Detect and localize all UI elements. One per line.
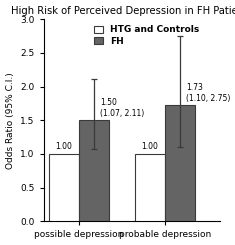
Text: 1.50
(1.07, 2.11): 1.50 (1.07, 2.11) [100, 98, 144, 118]
Text: 1.00: 1.00 [141, 142, 158, 151]
Text: 1.00: 1.00 [55, 142, 72, 151]
Bar [49, 154, 79, 221]
Text: 1.73
(1.10, 2.75): 1.73 (1.10, 2.75) [186, 83, 231, 103]
Bar [165, 105, 195, 221]
Title: High Risk of Perceived Depression in FH Patients: High Risk of Perceived Depression in FH … [11, 6, 235, 15]
Y-axis label: Odds Ratio (95% C.I.): Odds Ratio (95% C.I.) [6, 72, 15, 169]
Bar [79, 120, 109, 221]
Bar [134, 154, 165, 221]
Legend: HTG and Controls, FH: HTG and Controls, FH [92, 24, 201, 48]
